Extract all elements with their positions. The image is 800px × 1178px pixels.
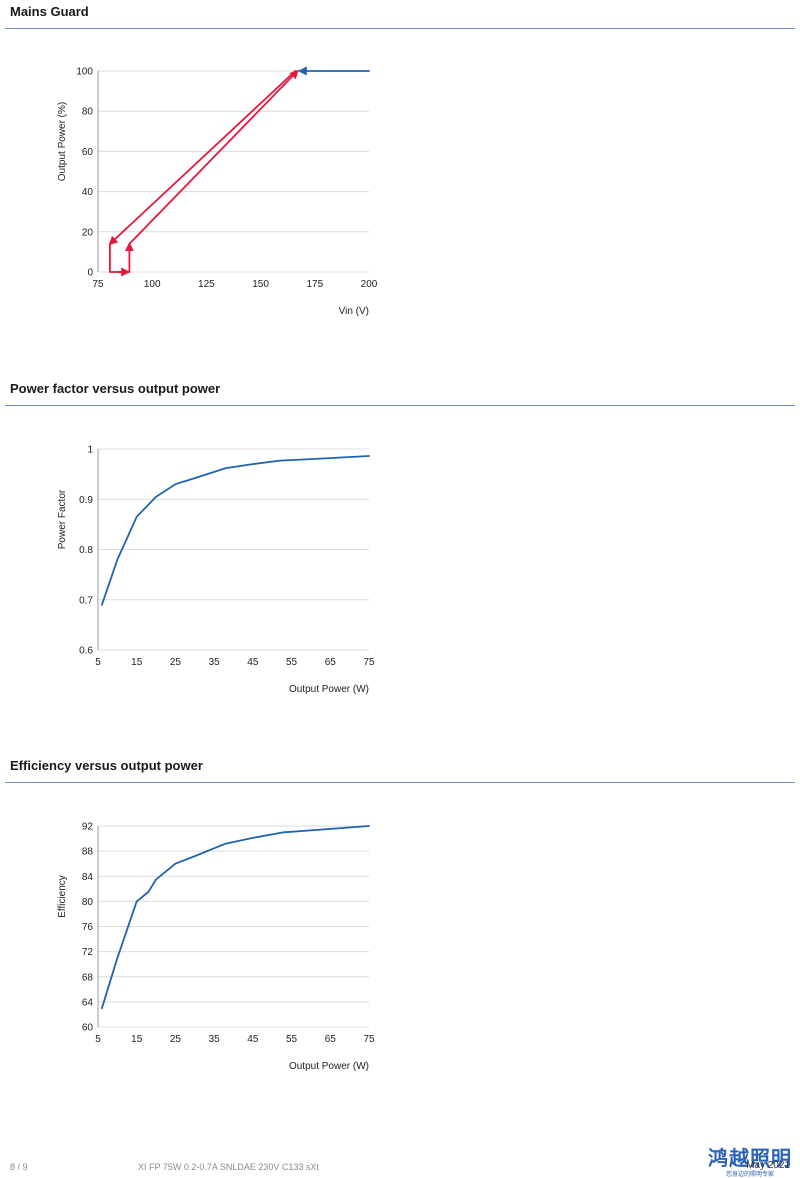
x-axis-label: Output Power (W) [289,1061,369,1072]
x-tick-label: 150 [252,279,269,290]
x-tick-label: 55 [286,1034,298,1045]
x-tick-label: 75 [363,657,375,668]
series-line [101,455,370,606]
x-tick-label: 35 [209,1034,221,1045]
y-axis-label: Efficiency [57,875,68,918]
x-tick-label: 35 [209,657,221,668]
series-line [101,825,370,1010]
document-date: May 2021 [746,1160,790,1171]
y-tick-label: 76 [82,922,94,933]
y-tick-label: 80 [82,897,94,908]
watermark-logo: 鸿越照明 您身边的照明专家 [708,1142,792,1178]
x-tick-label: 125 [198,279,215,290]
x-tick-label: 75 [92,279,104,290]
x-tick-label: 45 [247,657,259,668]
y-tick-label: 80 [82,107,94,118]
red-hysteresis-line [108,70,297,246]
x-tick-label: 25 [170,1034,182,1045]
x-tick-label: 175 [306,279,323,290]
x-tick-label: 25 [170,657,182,668]
y-tick-label: 68 [82,972,94,983]
x-tick-label: 45 [247,1034,259,1045]
x-tick-label: 15 [131,657,143,668]
y-tick-label: 0.9 [79,495,93,506]
x-tick-label: 75 [363,1034,375,1045]
red-hysteresis-line [128,69,299,245]
y-axis-label: Power Factor [57,489,68,549]
y-tick-label: 0.7 [79,595,93,606]
x-tick-label: 200 [361,279,378,290]
y-tick-label: 0.8 [79,545,93,556]
section-divider [5,405,795,406]
x-tick-label: 5 [95,1034,101,1045]
x-tick-label: 65 [325,657,337,668]
y-tick-label: 60 [82,147,94,158]
x-tick-label: 100 [144,279,161,290]
section-divider [5,28,795,29]
y-tick-label: 0.6 [79,646,93,657]
section-title-power-factor: Power factor versus output power [10,381,221,396]
watermark-main: 鸿越照明 [708,1146,792,1170]
y-axis-label: Output Power (%) [57,102,68,181]
x-tick-label: 15 [131,1034,143,1045]
y-tick-label: 84 [82,872,94,883]
y-tick-label: 20 [82,227,94,238]
y-tick-label: 92 [82,822,94,833]
section-title-efficiency: Efficiency versus output power [10,758,203,773]
x-tick-label: 55 [286,657,298,668]
y-tick-label: 64 [82,997,94,1008]
y-tick-label: 0 [87,268,93,279]
x-axis-label: Vin (V) [339,306,369,317]
section-divider [5,782,795,783]
page-number: 8 / 9 [10,1162,28,1172]
y-tick-label: 88 [82,847,94,858]
watermark-sub: 您身边的照明专家 [725,1171,774,1178]
x-tick-label: 65 [325,1034,337,1045]
y-tick-label: 1 [87,445,93,456]
product-name: XI FP 75W 0.2-0.7A SNLDAE 230V C133 sXt [138,1162,319,1172]
x-axis-label: Output Power (W) [289,684,369,695]
y-tick-label: 40 [82,187,94,198]
y-tick-label: 72 [82,947,94,958]
y-tick-label: 100 [76,67,93,78]
mains-guard-chart: 0 20 40 60 80 100 75 100 125 150 175 200 Vin (V) Outp… [57,66,378,317]
efficiency-chart: 60 64 68 72 76 80 84 88 92 5 15 25 35 45 55 65 75 Output … [57,822,375,1073]
section-title-mains-guard: Mains Guard [10,4,89,19]
y-tick-label: 60 [82,1023,94,1034]
x-tick-label: 5 [95,657,101,668]
red-hysteresis-line [109,242,123,273]
